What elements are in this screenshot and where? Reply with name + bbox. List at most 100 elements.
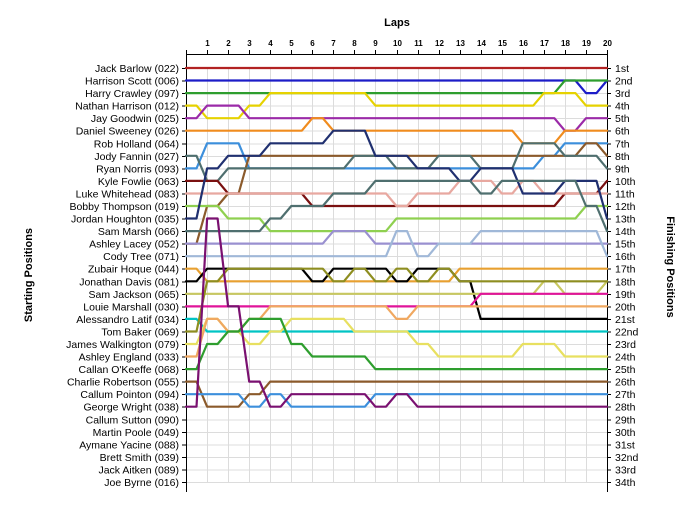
lap-tick-label: 11	[414, 39, 423, 48]
lap-tick-label: 17	[540, 39, 549, 48]
finishing-label: 7th	[615, 138, 630, 150]
driver-trace	[184, 204, 609, 233]
finishing-label: 15th	[615, 239, 636, 251]
driver-label: Harry Crawley (097)	[85, 88, 179, 100]
finishing-label: 17th	[615, 264, 636, 276]
finishing-label: 27th	[615, 389, 636, 401]
lap-tick-label: 7	[331, 39, 336, 48]
driver-label: Rob Holland (064)	[94, 138, 179, 150]
driver-label: Jody Fannin (027)	[94, 151, 179, 163]
chart-title: Laps	[384, 17, 410, 29]
finishing-label: 23rd	[615, 339, 636, 351]
finishing-label: 30th	[615, 427, 636, 439]
finishing-label: 12th	[615, 201, 636, 213]
lap-tick-label: 20	[603, 39, 612, 48]
finishing-label: 24th	[615, 352, 636, 364]
driver-label: Jack Aitken (089)	[98, 464, 179, 476]
lap-tick-label: 18	[561, 39, 570, 48]
finishing-label: 18th	[615, 276, 636, 288]
finishing-label: 11th	[615, 188, 635, 200]
driver-trace	[184, 142, 609, 182]
finishing-label: 34th	[615, 477, 636, 489]
driver-label: Bobby Thompson (019)	[69, 201, 179, 213]
finishing-label: 8th	[615, 151, 630, 163]
driver-label: Ashley Lacey (052)	[89, 239, 179, 251]
finishing-label: 16th	[615, 251, 636, 263]
driver-trace	[184, 267, 609, 333]
finishing-label: 29th	[615, 414, 636, 426]
finishing-label: 28th	[615, 402, 636, 414]
driver-label: Zubair Hoque (044)	[88, 264, 179, 276]
lap-tick-label: 15	[498, 39, 507, 48]
driver-label: Kyle Fowlie (063)	[98, 176, 179, 188]
driver-label: Jack Barlow (022)	[95, 63, 179, 75]
finishing-label: 25th	[615, 364, 636, 376]
finishing-label: 2nd	[615, 76, 633, 88]
finishing-label: 20th	[615, 301, 636, 313]
lap-tick-label: 1	[205, 39, 210, 48]
driver-label: Jordan Houghton (035)	[71, 214, 179, 226]
finishing-label: 13th	[615, 214, 636, 226]
driver-label: Ryan Norris (093)	[96, 163, 179, 175]
driver-label: Callum Pointon (094)	[80, 389, 179, 401]
driver-label: Daniel Sweeney (026)	[76, 126, 179, 138]
driver-trace	[184, 292, 609, 308]
finishing-label: 22nd	[615, 326, 639, 338]
lap-tick-label: 13	[456, 39, 465, 48]
finishing-label: 10th	[615, 176, 636, 188]
driver-label: Jonathan Davis (081)	[79, 276, 179, 288]
driver-label: James Walkington (079)	[66, 339, 179, 351]
driver-label: Luke Whitehead (083)	[76, 188, 179, 200]
driver-label: Nathan Harrison (012)	[75, 101, 179, 113]
finishing-label: 1st	[615, 63, 629, 75]
driver-label: Sam Marsh (066)	[98, 226, 179, 238]
lap-tick-label: 14	[477, 39, 486, 48]
driver-trace	[184, 380, 609, 408]
driver-label: Jay Goodwin (025)	[91, 113, 179, 125]
y-axis-label-right: Finishing Positions	[664, 216, 676, 317]
lap-tick-label: 4	[268, 39, 273, 48]
finishing-label: 19th	[615, 289, 636, 301]
lap-tick-label: 2	[226, 39, 231, 48]
driver-label: Louie Marshall (030)	[83, 301, 179, 313]
driver-trace	[184, 317, 609, 371]
driver-trace	[184, 230, 609, 258]
finishing-label: 4th	[615, 101, 630, 113]
finishing-label: 21st	[615, 314, 635, 326]
lap-tick-label: 6	[310, 39, 315, 48]
finishing-label: 33rd	[615, 464, 636, 476]
lap-tick-label: 3	[247, 39, 252, 48]
driver-label: Martin Poole (049)	[93, 427, 179, 439]
finishing-label: 31st	[615, 439, 635, 451]
finishing-label: 6th	[615, 126, 630, 138]
lap-tick-label: 16	[519, 39, 528, 48]
driver-label: Tom Baker (069)	[101, 326, 179, 338]
driver-label: Charlie Robertson (055)	[67, 377, 179, 389]
driver-label: George Wright (038)	[83, 402, 179, 414]
driver-trace	[184, 280, 609, 295]
driver-label: Harrison Scott (006)	[85, 76, 179, 88]
lap-tick-label: 9	[373, 39, 378, 48]
driver-trace	[184, 104, 609, 132]
finishing-label: 14th	[615, 226, 636, 238]
driver-trace	[184, 393, 609, 408]
driver-label: Aymane Yacine (088)	[79, 439, 179, 451]
driver-label: Alessandro Latif (034)	[76, 314, 179, 326]
driver-label: Sam Jackson (065)	[89, 289, 179, 301]
finishing-label: 5th	[615, 113, 630, 125]
lap-tick-label: 12	[435, 39, 444, 48]
finishing-label: 26th	[615, 377, 636, 389]
driver-label: Cody Tree (071)	[103, 251, 179, 263]
lap-tick-label: 8	[352, 39, 357, 48]
driver-trace	[184, 179, 609, 233]
driver-label: Ashley England (033)	[79, 352, 179, 364]
finishing-label: 9th	[615, 163, 630, 175]
lap-tick-label: 19	[582, 39, 591, 48]
driver-label: Brett Smith (039)	[100, 452, 179, 464]
driver-label: Callum Sutton (090)	[86, 414, 179, 426]
lap-tick-label: 10	[393, 39, 402, 48]
position-traces	[184, 66, 609, 408]
driver-trace	[184, 92, 609, 120]
